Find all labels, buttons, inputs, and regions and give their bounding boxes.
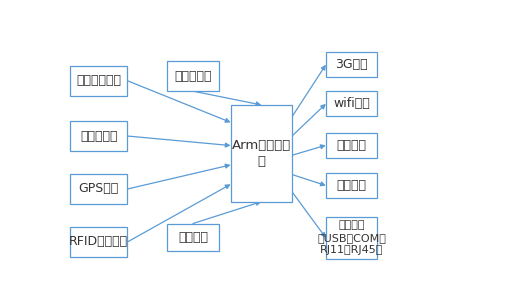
- Text: 外接接口
（USB、COM、
RJ11，RJ45等: 外接接口 （USB、COM、 RJ11，RJ45等: [317, 220, 386, 255]
- Bar: [70, 66, 127, 96]
- Bar: [326, 216, 377, 259]
- Bar: [326, 91, 377, 116]
- Text: 蓝牙模块: 蓝牙模块: [337, 179, 367, 192]
- Text: GPS模块: GPS模块: [79, 182, 119, 196]
- Text: 打印模块: 打印模块: [337, 139, 367, 152]
- Text: RFID读取模块: RFID读取模块: [69, 235, 129, 248]
- Bar: [167, 224, 219, 251]
- Bar: [326, 132, 377, 158]
- Bar: [326, 52, 377, 77]
- Text: 显示触摸屏: 显示触摸屏: [174, 70, 211, 83]
- Bar: [70, 174, 127, 204]
- Bar: [230, 105, 292, 202]
- Bar: [70, 227, 127, 257]
- Bar: [70, 121, 127, 151]
- Text: wifi模块: wifi模块: [333, 97, 370, 110]
- Text: 按键模块: 按键模块: [178, 231, 208, 244]
- Text: 摄像头模块: 摄像头模块: [80, 129, 117, 143]
- Text: 3G模块: 3G模块: [335, 58, 368, 71]
- Bar: [326, 173, 377, 198]
- Bar: [167, 61, 219, 91]
- Text: Arm嵌入式系
统: Arm嵌入式系 统: [232, 139, 291, 168]
- Text: 光电扫描模块: 光电扫描模块: [76, 74, 121, 87]
